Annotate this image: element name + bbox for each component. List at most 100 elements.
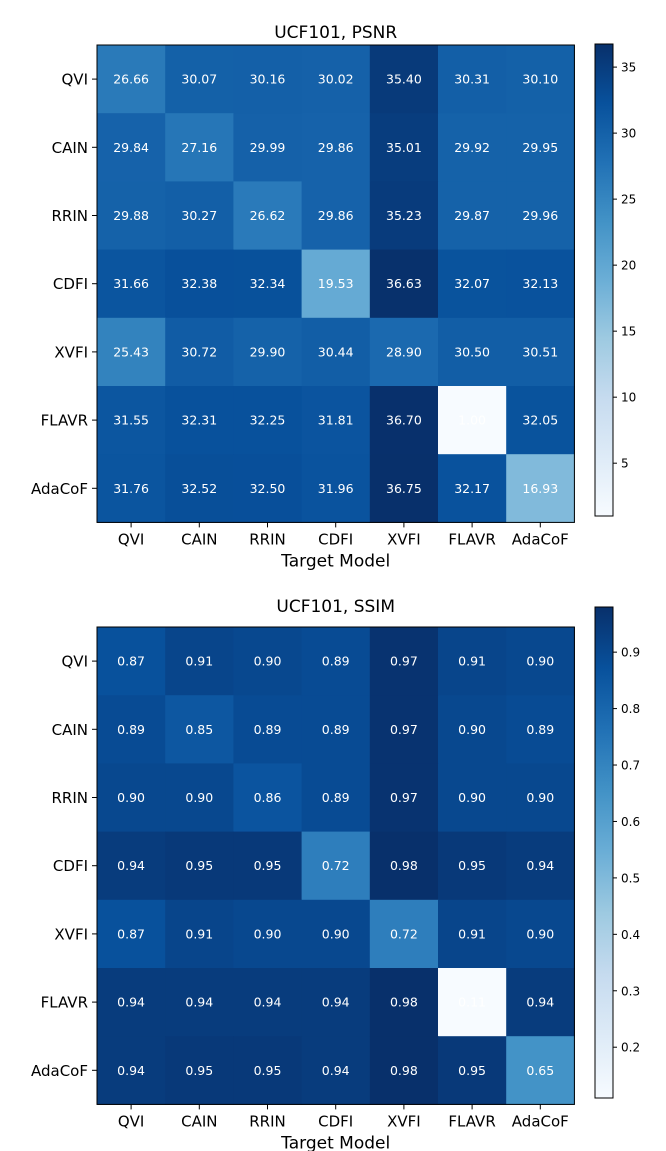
heatmap-cell xyxy=(506,968,575,1037)
heatmap-cell xyxy=(506,249,575,319)
cell-value-label: 26.66 xyxy=(113,72,149,87)
cell-value-label: 0.89 xyxy=(117,722,145,737)
heatmap-cell xyxy=(301,1036,371,1105)
cell-value-label: 32.50 xyxy=(250,481,286,496)
heatmap-cell xyxy=(165,899,234,969)
heatmap-cell xyxy=(233,181,303,251)
cell-value-label: 31.81 xyxy=(318,413,354,428)
y-tick-label: QVI xyxy=(62,653,89,671)
heatmap-cell xyxy=(506,1036,575,1105)
cell-value-label: 0.98 xyxy=(390,995,418,1010)
heatmap-cell xyxy=(506,627,575,696)
cell-value-label: 0.94 xyxy=(185,995,213,1010)
cell-value-label: 0.94 xyxy=(254,995,282,1010)
heatmap-cell xyxy=(97,831,166,901)
cell-value-label: 36.75 xyxy=(386,481,422,496)
heatmap-cell xyxy=(165,763,234,833)
colorbar-tick-label: 30 xyxy=(621,127,636,141)
cell-value-label: 0.90 xyxy=(185,790,213,805)
y-tick-label: XVFI xyxy=(54,343,88,361)
cell-value-label: 29.84 xyxy=(113,140,149,155)
cell-value-label: 29.86 xyxy=(318,208,354,223)
cell-value-label: 35.23 xyxy=(386,208,422,223)
heatmap-cell xyxy=(369,831,439,901)
heatmap-cell xyxy=(301,317,371,387)
heatmap-cell xyxy=(97,386,166,455)
cell-value-label: 0.97 xyxy=(390,790,418,805)
cell-value-label: 0.98 xyxy=(390,1063,418,1078)
cell-value-label: 19.53 xyxy=(318,276,354,291)
y-tick-label: RRIN xyxy=(52,207,89,225)
cell-value-label: 0.89 xyxy=(322,790,350,805)
heatmap-cell xyxy=(438,249,507,319)
x-axis-label: Target Model xyxy=(280,551,390,571)
cell-value-label: 32.31 xyxy=(181,413,217,428)
y-tick-label: AdaCoF xyxy=(31,480,88,498)
heatmap-cell xyxy=(233,386,303,455)
heatmap-cell xyxy=(506,831,575,901)
cell-value-label: 0.94 xyxy=(117,858,145,873)
heatmap-cell xyxy=(301,454,371,523)
cell-value-label: 0.91 xyxy=(458,654,486,669)
cell-value-label: 30.07 xyxy=(181,72,217,87)
heatmap-cell xyxy=(165,454,234,523)
cell-value-label: 31.76 xyxy=(113,481,149,496)
heatmap-cell xyxy=(301,831,371,901)
heatmap-cell xyxy=(165,1036,234,1105)
cell-value-label: 0.95 xyxy=(185,858,213,873)
heatmap-cell xyxy=(438,763,507,833)
heatmap-cell xyxy=(369,763,439,833)
cell-value-label: 36.63 xyxy=(386,276,422,291)
heatmap-cell xyxy=(301,695,371,764)
cell-value-label: 32.25 xyxy=(250,413,286,428)
x-tick-label: CDFI xyxy=(318,530,353,548)
cell-value-label: 29.92 xyxy=(454,140,490,155)
x-tick-label: QVI xyxy=(118,530,145,548)
cell-value-label: 0.90 xyxy=(117,790,145,805)
heatmap-cell xyxy=(233,249,303,319)
heatmap-cell xyxy=(233,45,303,114)
cell-value-label: 31.96 xyxy=(318,481,354,496)
cell-value-label: 30.10 xyxy=(522,72,558,87)
heatmap-cell xyxy=(369,627,439,696)
y-tick-label: CDFI xyxy=(53,275,88,293)
heatmap-cell xyxy=(369,113,439,182)
heatmap-cell xyxy=(369,45,439,114)
heatmap-cell xyxy=(438,45,507,114)
colorbar-tick-label: 35 xyxy=(621,61,636,75)
heatmap-panel-1: UCF101, PSNR 26.66 30.07 30.16 30.02 35.40 30.… xyxy=(31,23,636,571)
heatmap-cell xyxy=(97,899,166,969)
heatmap-cell xyxy=(97,45,166,114)
heatmap-cell xyxy=(369,386,439,455)
heatmap-cell xyxy=(438,968,507,1037)
cell-value-label: 0.87 xyxy=(117,926,145,941)
heatmap-cell xyxy=(369,899,439,969)
x-tick-label: XVFI xyxy=(387,1112,421,1130)
heatmap-cell xyxy=(438,1036,507,1105)
heatmap-cell xyxy=(165,249,234,319)
heatmap-cell xyxy=(438,454,507,523)
heatmap-cell xyxy=(233,968,303,1037)
cell-value-label: 32.34 xyxy=(250,276,286,291)
cell-value-label: 25.43 xyxy=(113,344,149,359)
heatmap-cell xyxy=(233,454,303,523)
chart-title: UCF101, PSNR xyxy=(274,23,397,43)
y-tick-label: AdaCoF xyxy=(31,1062,88,1080)
heatmap-cell xyxy=(506,899,575,969)
x-tick-label: QVI xyxy=(118,1112,145,1130)
y-tick-label: CDFI xyxy=(53,857,88,875)
colorbar-tick-label: 10 xyxy=(621,391,636,405)
cell-value-label: 30.27 xyxy=(181,208,217,223)
heatmap-cell xyxy=(301,968,371,1037)
cell-value-label: 30.02 xyxy=(318,72,354,87)
cell-value-label: 0.95 xyxy=(254,858,282,873)
heatmap-cell xyxy=(233,899,303,969)
x-tick-label: AdaCoF xyxy=(512,1112,569,1130)
cell-value-label: 0.94 xyxy=(526,995,554,1010)
cell-value-label: 29.90 xyxy=(250,344,286,359)
cell-value-label: 0.90 xyxy=(254,654,282,669)
heatmap-cell xyxy=(438,386,507,455)
heatmap-cell xyxy=(369,249,439,319)
cell-value-label: 32.07 xyxy=(454,276,490,291)
cell-value-label: 0.95 xyxy=(185,1063,213,1078)
